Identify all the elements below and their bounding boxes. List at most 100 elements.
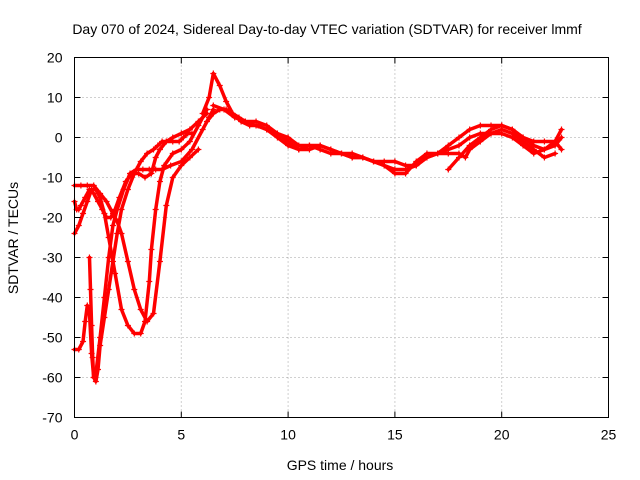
series-line-track-h: [211, 103, 557, 172]
data-point: [97, 190, 104, 197]
data-point: [186, 126, 193, 133]
data-point: [118, 206, 125, 213]
data-point: [223, 98, 230, 105]
data-point: [109, 222, 116, 229]
data-point: [210, 70, 217, 77]
data-point: [139, 166, 146, 173]
data-point: [558, 126, 565, 133]
data-point: [477, 122, 484, 129]
x-tick-label: 10: [280, 427, 296, 443]
data-point: [163, 138, 170, 145]
data-point: [306, 142, 313, 149]
data-point: [99, 206, 106, 213]
data-point: [210, 102, 217, 109]
x-tick-label: 15: [387, 427, 403, 443]
data-point: [144, 318, 151, 325]
data-point: [203, 118, 210, 125]
data-point: [210, 110, 217, 117]
data-point: [75, 222, 82, 229]
data-point: [434, 150, 441, 157]
data-point: [129, 170, 136, 177]
data-point: [178, 146, 185, 153]
data-point: [77, 182, 84, 189]
data-point: [176, 138, 183, 145]
data-point: [462, 154, 469, 161]
data-point: [188, 146, 195, 153]
x-tick-label: 0: [71, 427, 79, 443]
data-point: [137, 330, 144, 337]
series-line-track-d: [72, 147, 201, 324]
data-point: [169, 150, 176, 157]
data-point: [114, 218, 121, 225]
data-point: [349, 154, 356, 161]
data-point: [552, 150, 559, 157]
data-point: [80, 210, 87, 217]
series-markers-track-e: [71, 110, 210, 221]
data-point: [455, 134, 462, 141]
data-point: [77, 202, 84, 209]
data-point: [423, 154, 430, 161]
data-point: [221, 106, 228, 113]
y-tick-label: 20: [47, 50, 63, 66]
data-point: [112, 270, 119, 277]
data-point: [186, 154, 193, 161]
data-point: [75, 346, 82, 353]
data-point: [509, 126, 516, 133]
data-point: [445, 150, 452, 157]
data-point: [144, 150, 151, 157]
y-tick-label: -70: [42, 410, 62, 426]
data-point: [82, 194, 89, 201]
data-point: [124, 186, 131, 193]
data-point: [150, 146, 157, 153]
y-tick-label: -20: [42, 210, 62, 226]
data-point: [137, 306, 144, 313]
data-point: [154, 142, 161, 149]
data-point: [82, 318, 89, 325]
data-point: [391, 158, 398, 165]
y-tick-label: 10: [47, 90, 63, 106]
data-point: [520, 134, 527, 141]
data-point: [90, 182, 97, 189]
y-tick-label: 0: [55, 130, 63, 146]
series-markers-track-h: [210, 102, 559, 173]
y-tick-label: -50: [42, 330, 62, 346]
data-point: [135, 170, 142, 177]
data-point: [92, 378, 99, 385]
data-point: [88, 322, 95, 329]
y-axis-label: SDTVAR / TECUs: [5, 182, 21, 294]
x-tick-label: 20: [494, 427, 510, 443]
data-point: [94, 198, 101, 205]
data-point: [116, 194, 123, 201]
data-point: [89, 354, 96, 361]
data-point: [206, 94, 213, 101]
data-point: [156, 178, 163, 185]
data-point: [105, 234, 112, 241]
data-point: [455, 142, 462, 149]
grid: [74, 57, 609, 418]
data-point: [94, 366, 101, 373]
plot-frame: [74, 57, 609, 418]
data-point: [317, 142, 324, 149]
data-point: [122, 178, 129, 185]
data-point: [84, 182, 91, 189]
data-point: [178, 130, 185, 137]
data-point: [263, 126, 270, 133]
data-point: [242, 118, 249, 125]
data-point: [274, 134, 281, 141]
data-point: [161, 162, 168, 169]
data-point: [295, 146, 302, 153]
data-point: [124, 258, 131, 265]
data-point: [466, 134, 473, 141]
data-point: [285, 142, 292, 149]
data-point: [148, 246, 155, 253]
data-point: [370, 158, 377, 165]
series-markers-track-i: [445, 122, 565, 173]
series-line-track-c: [72, 107, 209, 336]
data-point: [84, 198, 91, 205]
data-point: [186, 138, 193, 145]
data-point: [178, 162, 185, 169]
data-point: [541, 138, 548, 145]
data-point: [152, 206, 159, 213]
data-point: [180, 134, 187, 141]
